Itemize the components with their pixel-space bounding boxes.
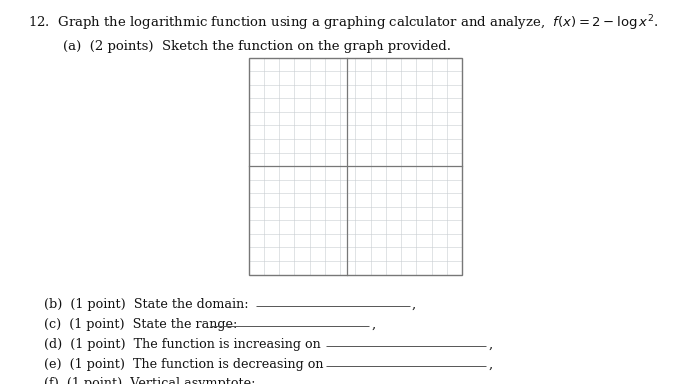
Text: (b)  (1 point)  State the domain:: (b) (1 point) State the domain: xyxy=(44,298,248,311)
Text: ,: , xyxy=(489,338,493,351)
Text: (c)  (1 point)  State the range:: (c) (1 point) State the range: xyxy=(44,318,237,331)
Text: (d)  (1 point)  The function is increasing on: (d) (1 point) The function is increasing… xyxy=(44,338,321,351)
Text: (a)  (2 points)  Sketch the function on the graph provided.: (a) (2 points) Sketch the function on th… xyxy=(63,40,451,53)
Text: 12.  Graph the logarithmic function using a graphing calculator and analyze,  $f: 12. Graph the logarithmic function using… xyxy=(28,13,659,33)
Text: ,: , xyxy=(371,318,375,331)
Text: (f)  (1 point)  Vertical asymptote:: (f) (1 point) Vertical asymptote: xyxy=(44,377,256,384)
Text: (e)  (1 point)  The function is decreasing on: (e) (1 point) The function is decreasing… xyxy=(44,358,323,371)
Text: ,: , xyxy=(395,377,400,384)
Bar xyxy=(248,58,462,275)
Text: ,: , xyxy=(412,298,416,311)
Text: ,: , xyxy=(489,358,493,371)
